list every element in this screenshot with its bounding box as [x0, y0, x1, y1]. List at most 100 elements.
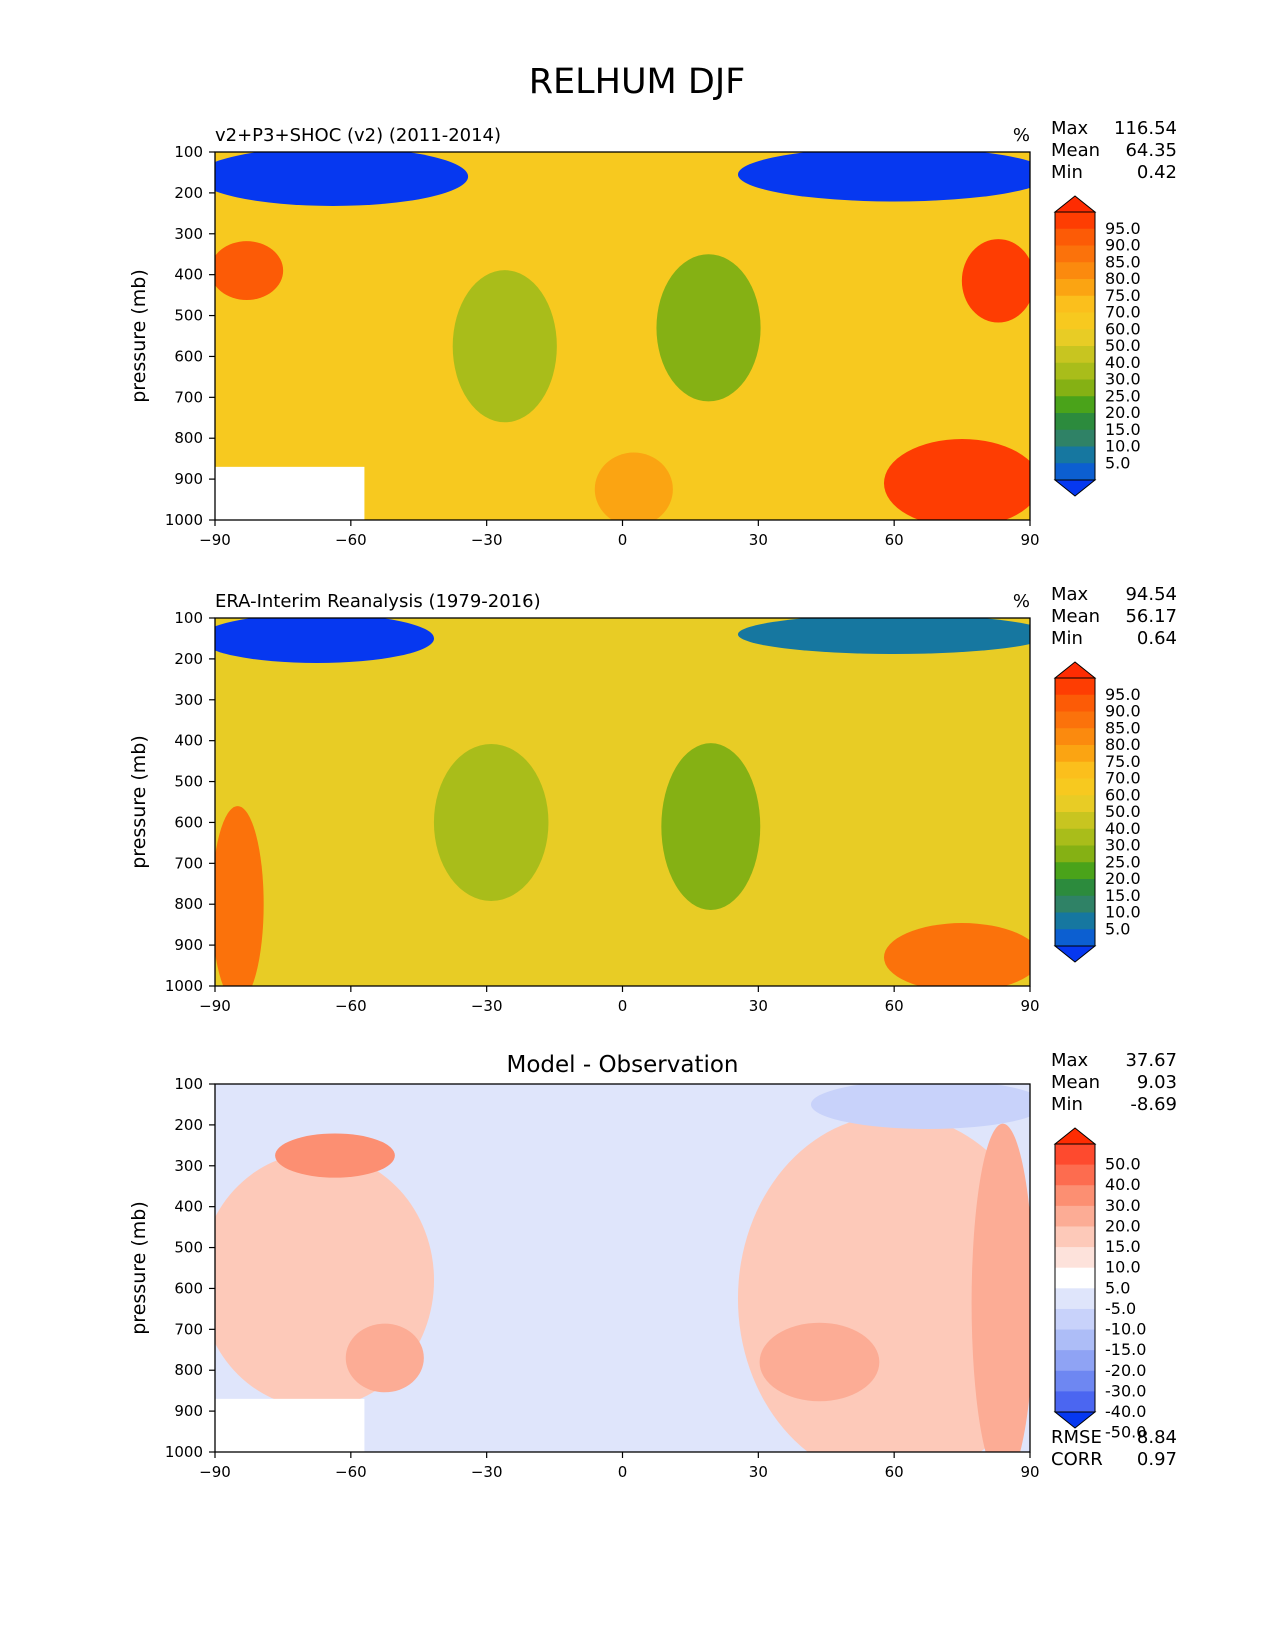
- colorbar-label: 40.0: [1105, 1175, 1141, 1194]
- colorbar-label: 25.0: [1105, 852, 1141, 871]
- y-tick-label: 700: [174, 1320, 203, 1338]
- stat-label: CORR: [1051, 1449, 1103, 1470]
- colorbar-over-arrow: [1053, 1127, 1097, 1145]
- region: upper-tropospheric dry layer, northern h…: [738, 618, 1030, 654]
- colorbar-label: 50.0: [1105, 802, 1141, 821]
- colorbar-bin: [1055, 262, 1095, 280]
- region: upper-tropospheric dry layer, southern h…: [215, 618, 434, 663]
- y-tick-label: 900: [174, 470, 203, 488]
- stat-value: 116.54: [1114, 118, 1177, 139]
- field-background: [215, 618, 1030, 986]
- x-tick-label: 0: [618, 1463, 628, 1481]
- y-tick-label: 400: [174, 266, 203, 284]
- y-tick-label: 1000: [165, 1443, 203, 1461]
- colorbar-bin: [1055, 1205, 1095, 1227]
- y-tick-label: 600: [174, 347, 203, 365]
- y-tick-label: 800: [174, 895, 203, 913]
- colorbar-label: 50.0: [1105, 336, 1141, 355]
- x-tick-label: −30: [471, 997, 503, 1015]
- colorbar-bin: [1055, 1288, 1095, 1310]
- stat-label: Mean: [1051, 606, 1100, 627]
- colorbar-label: 90.0: [1105, 236, 1141, 255]
- colorbar-label: 70.0: [1105, 303, 1141, 322]
- colorbar-label: -15.0: [1105, 1340, 1146, 1359]
- region: antarctic mid-troposphere maximum: [215, 241, 284, 301]
- x-tick-label: −90: [199, 1463, 231, 1481]
- y-tick-label: 400: [174, 1198, 203, 1216]
- region: northern subtropical minimum: [656, 254, 761, 402]
- colorbar-label: 95.0: [1105, 219, 1141, 238]
- missing-data-region: [215, 466, 365, 520]
- panel-1: upper-tropospheric dry layer, northern h…: [128, 118, 1177, 549]
- region: arctic mid-troposphere maximum: [961, 239, 1030, 323]
- colorbar-label: 30.0: [1105, 370, 1141, 389]
- stat-label: Mean: [1051, 140, 1100, 161]
- colorbar-frame: [1054, 677, 1096, 947]
- x-tick-label: 60: [885, 997, 904, 1015]
- y-tick-label: 900: [174, 936, 203, 954]
- colorbar-label: 50.0: [1105, 1155, 1141, 1174]
- stat-value: 56.17: [1125, 606, 1177, 627]
- colorbar-bin: [1055, 295, 1095, 313]
- colorbar-bin: [1055, 929, 1095, 947]
- colorbar-label: 15.0: [1105, 420, 1141, 439]
- colorbar-bin: [1055, 812, 1095, 830]
- x-tick-label: 30: [749, 531, 768, 549]
- y-tick-label: 200: [174, 650, 203, 668]
- colorbar-label: 60.0: [1105, 319, 1141, 338]
- stat-value: 0.42: [1137, 162, 1177, 183]
- colorbar-label: 20.0: [1105, 403, 1141, 422]
- panel-3: northern high-latitude biassouthern boun…: [128, 1050, 1177, 1481]
- colorbar-label: 75.0: [1105, 286, 1141, 305]
- colorbar-bin: [1055, 212, 1095, 230]
- colorbar-bin: [1055, 678, 1095, 696]
- colorbar-label: 5.0: [1105, 453, 1130, 472]
- y-tick-label: 400: [174, 732, 203, 750]
- colorbar-bin: [1055, 1370, 1095, 1392]
- y-tick-label: 1000: [165, 977, 203, 995]
- region: equatorial surface layer: [594, 452, 673, 520]
- colorbar-label: 75.0: [1105, 752, 1141, 771]
- colorbar-bin: [1055, 1226, 1095, 1248]
- colorbar-label: 10.0: [1105, 903, 1141, 922]
- colorbar-under-arrow: [1053, 945, 1097, 963]
- colorbar-bin: [1055, 362, 1095, 380]
- stat-value: 9.03: [1137, 1072, 1177, 1093]
- colorbar-bin: [1055, 228, 1095, 246]
- stat-label: Max: [1051, 1050, 1089, 1071]
- colorbar-label: 15.0: [1105, 886, 1141, 905]
- colorbar-label: -10.0: [1105, 1320, 1146, 1339]
- y-tick-label: 100: [174, 1075, 203, 1093]
- region: northern mid-level moist bias: [759, 1322, 880, 1402]
- region: southern subtropical minimum: [433, 743, 549, 901]
- colorbar-frame: [1054, 1143, 1096, 1413]
- x-tick-label: 90: [1020, 531, 1039, 549]
- y-axis-label: pressure (mb): [128, 735, 150, 869]
- colorbar-label: 40.0: [1105, 353, 1141, 372]
- colorbar-label: 85.0: [1105, 252, 1141, 271]
- colorbar-label: 30.0: [1105, 836, 1141, 855]
- y-tick-label: 100: [174, 609, 203, 627]
- y-tick-label: 500: [174, 773, 203, 791]
- colorbar-under-arrow: [1053, 479, 1097, 497]
- colorbar-bin: [1055, 429, 1095, 447]
- colorbar-bin: [1055, 711, 1095, 729]
- y-tick-label: 700: [174, 388, 203, 406]
- stat-value: 8.84: [1137, 1427, 1177, 1448]
- y-tick-label: 200: [174, 184, 203, 202]
- region: southern subtropical minimum: [452, 270, 557, 423]
- y-tick-label: 800: [174, 429, 203, 447]
- y-tick-label: 200: [174, 1116, 203, 1134]
- region: northern subtropical minimum: [661, 743, 761, 910]
- colorbar-bin: [1055, 312, 1095, 330]
- colorbar-label: -5.0: [1105, 1299, 1136, 1318]
- colorbar-bin: [1055, 1164, 1095, 1186]
- panel-title: v2+P3+SHOC (v2) (2011-2014): [215, 125, 501, 146]
- y-tick-label: 1000: [165, 511, 203, 529]
- y-axis-label: pressure (mb): [128, 1201, 150, 1335]
- x-tick-label: 0: [618, 531, 628, 549]
- y-axis-label: pressure (mb): [128, 269, 150, 403]
- stat-value: 0.64: [1137, 628, 1177, 649]
- colorbar-label: 20.0: [1105, 1216, 1141, 1235]
